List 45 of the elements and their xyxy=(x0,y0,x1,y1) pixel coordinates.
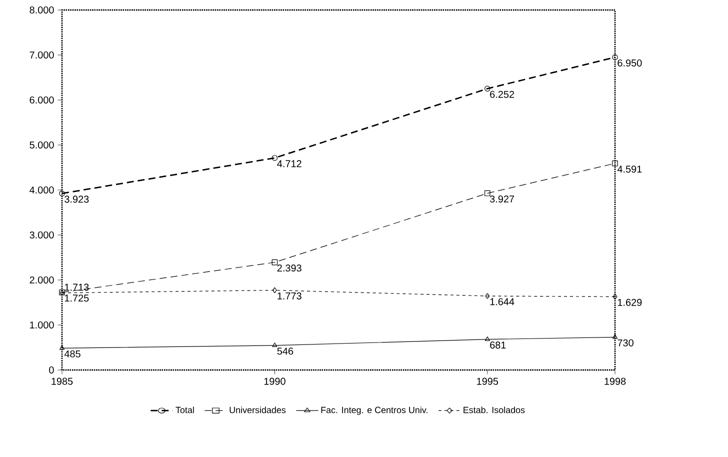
data-label: 1.644 xyxy=(490,298,514,306)
y-tick-label: 8.000 xyxy=(30,6,54,14)
y-tick-label: 7.000 xyxy=(30,51,54,59)
data-label: 1.629 xyxy=(618,298,642,306)
point xyxy=(484,336,490,341)
point xyxy=(272,259,278,266)
x-tick-label: 1985 xyxy=(52,378,73,385)
x-tick-label: 1995 xyxy=(477,378,498,385)
data-label: 3.927 xyxy=(490,195,514,203)
y-tick-label: 6.000 xyxy=(30,96,54,104)
y-tick-label: 3.000 xyxy=(30,231,54,239)
y-tick-label: 4.000 xyxy=(30,186,54,194)
point xyxy=(485,293,490,299)
y-tick-label: 5.000 xyxy=(30,141,54,149)
data-label: 4.712 xyxy=(277,160,302,168)
point xyxy=(612,294,618,300)
data-label: 3.923 xyxy=(64,196,89,203)
legend-label: Estab. Isolados xyxy=(464,406,525,414)
point xyxy=(484,86,490,92)
y-tick-label: 1.000 xyxy=(30,321,54,329)
data-label: 730 xyxy=(618,339,634,346)
x-tick-label: 1998 xyxy=(604,378,626,385)
point xyxy=(272,155,278,161)
x-tick-label: 1990 xyxy=(264,378,286,385)
data-label: 6.950 xyxy=(618,59,642,66)
data-label: 681 xyxy=(490,342,506,349)
data-label: 1.773 xyxy=(278,292,302,300)
point xyxy=(272,287,277,294)
point xyxy=(612,54,618,60)
point xyxy=(484,190,490,196)
legend-label: Total xyxy=(176,406,194,414)
data-label: 546 xyxy=(277,348,294,355)
data-label: 6.252 xyxy=(490,90,514,98)
point xyxy=(59,190,65,196)
point xyxy=(272,342,278,348)
data-label: 2.393 xyxy=(277,264,302,272)
point xyxy=(612,160,618,166)
data-label: 1.713 xyxy=(64,284,89,291)
data-label: 1.725 xyxy=(64,294,89,302)
y-tick-label: 0 xyxy=(49,366,54,374)
legend-label: Fac. Integ. e Centros Univ. xyxy=(321,406,428,415)
data-label: 4.591 xyxy=(617,166,642,173)
legend-label: Universidades xyxy=(230,406,286,414)
y-tick-label: 2.000 xyxy=(30,276,54,284)
data-label: 485 xyxy=(64,350,80,358)
